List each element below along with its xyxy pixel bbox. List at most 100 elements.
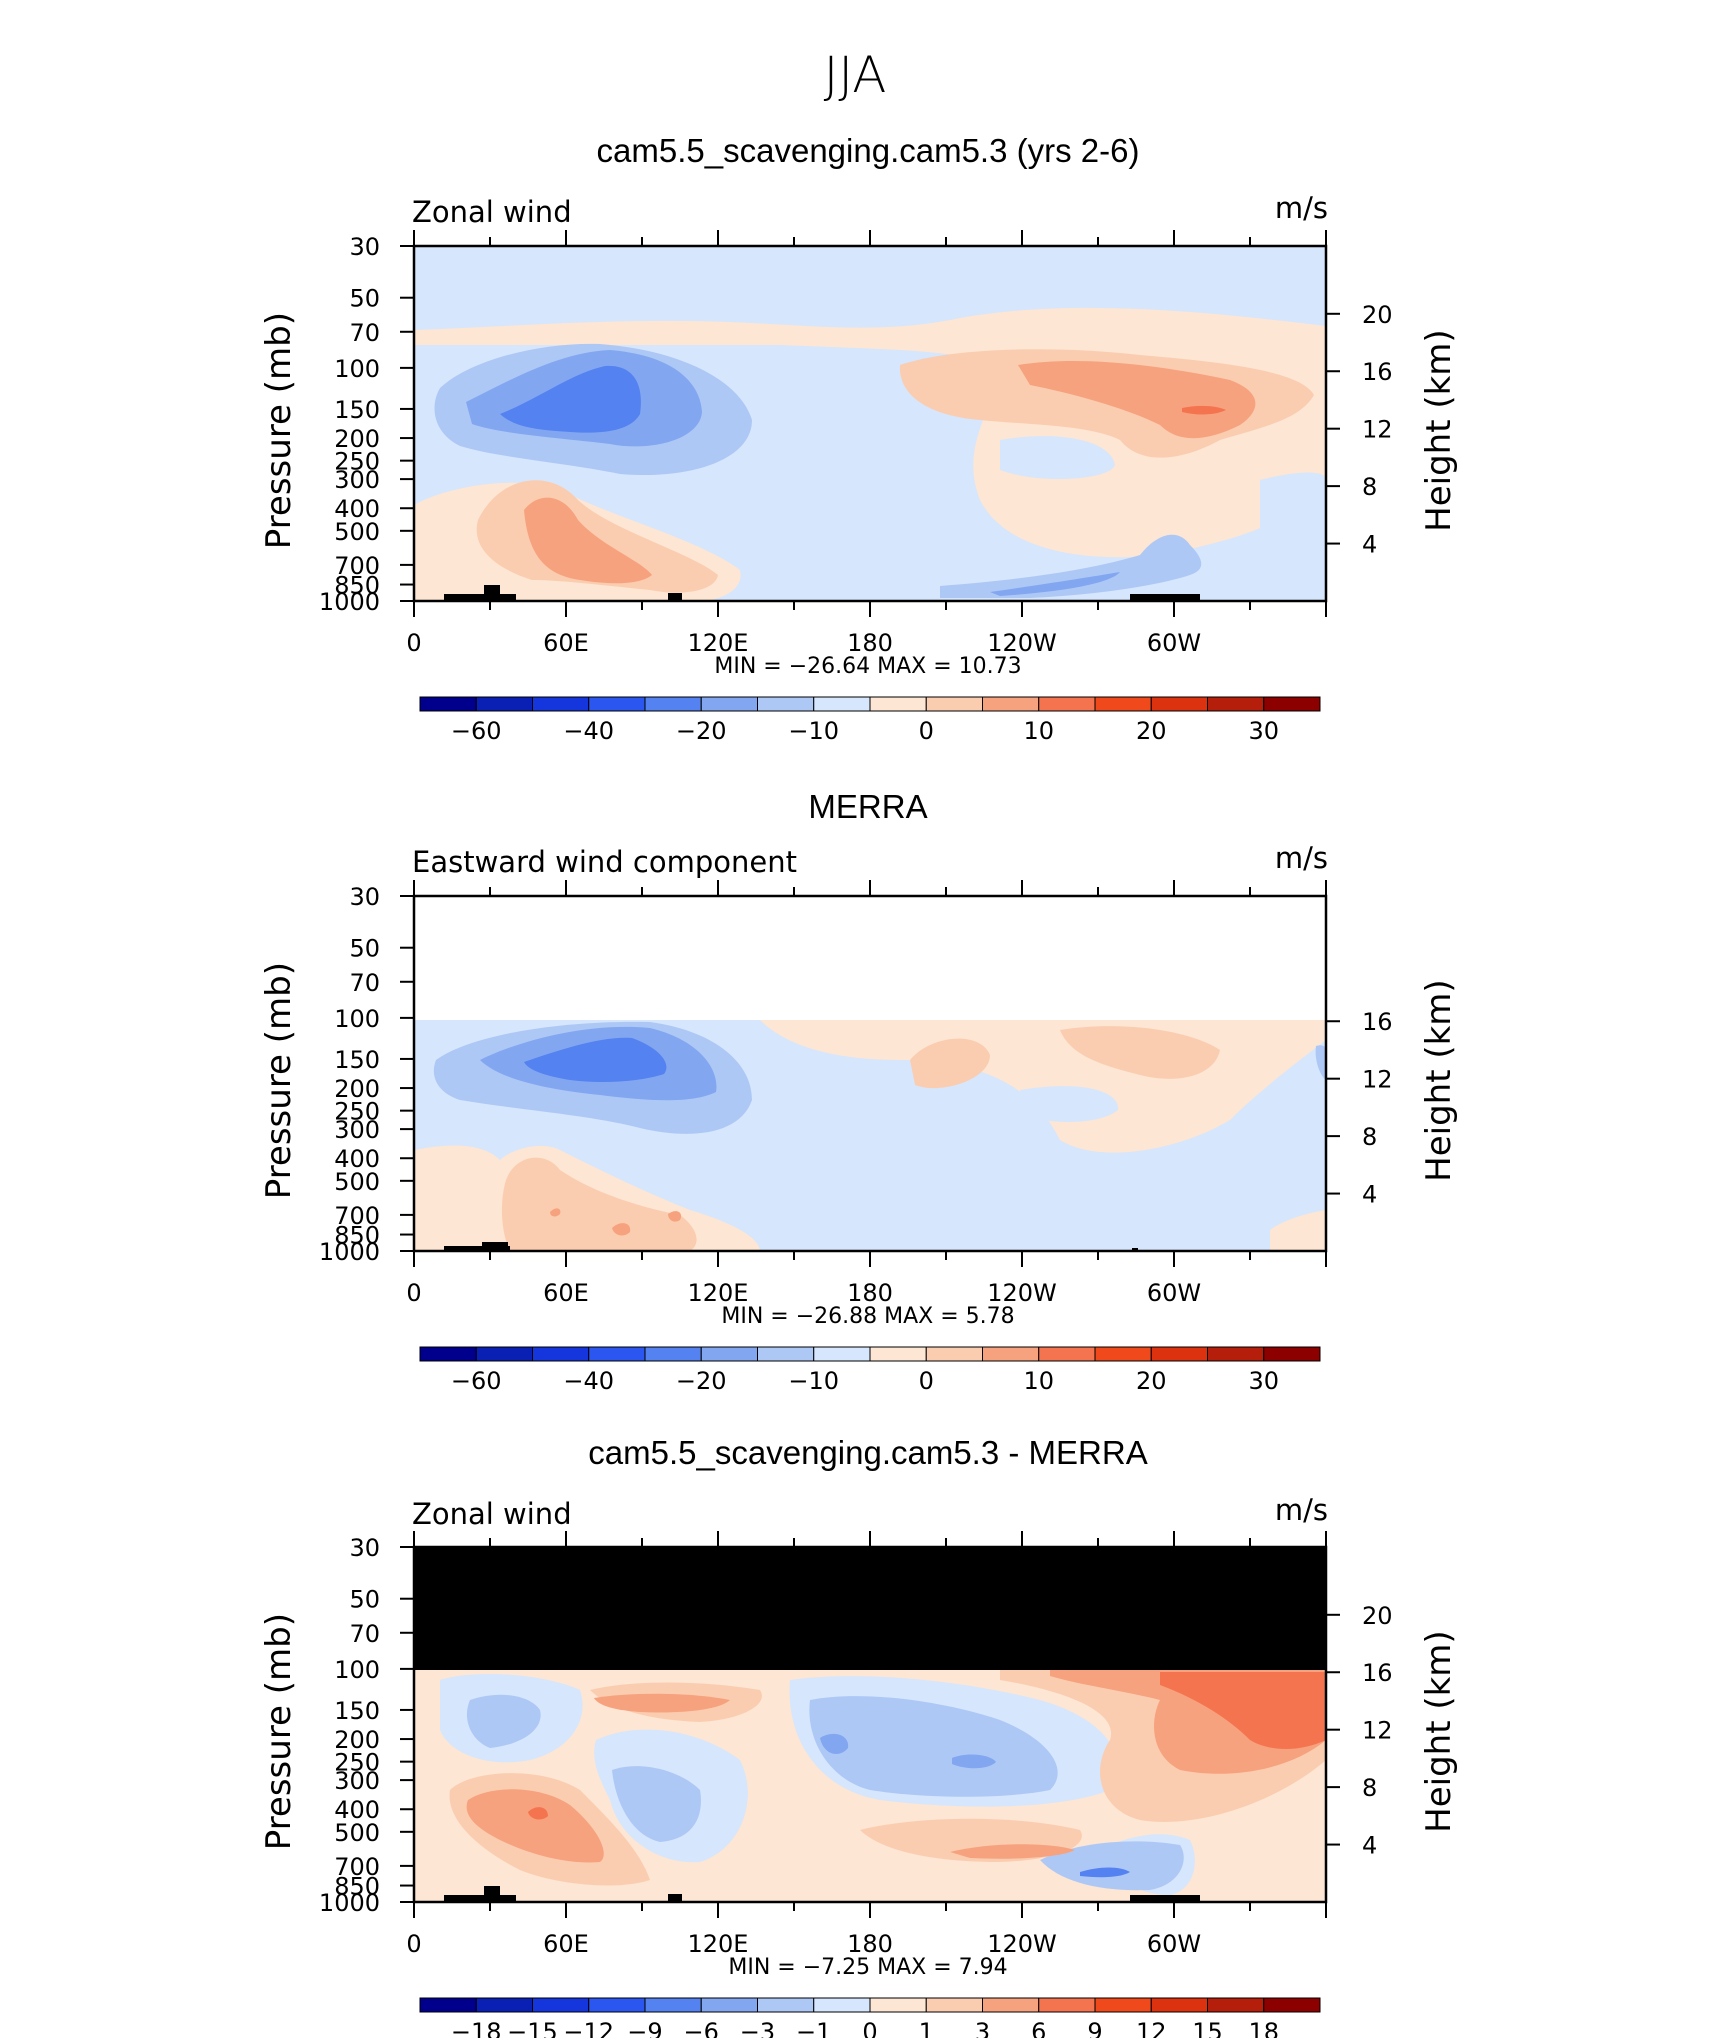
y2-axis-title: Height (km)	[1419, 329, 1459, 532]
y2-tick-label: 20	[1362, 301, 1393, 329]
colorbar-swatch	[475, 1997, 533, 2013]
y2-tick-label: 16	[1362, 358, 1393, 386]
colorbar-swatch	[1150, 1346, 1208, 1362]
contour-pos-10-lower	[524, 497, 652, 584]
y-tick-label: 400	[334, 495, 380, 523]
units-label: m/s	[1275, 841, 1328, 875]
y2-tick-label: 8	[1362, 473, 1377, 501]
colorbar-label: −10	[788, 717, 839, 745]
contour-pos-5-b	[1060, 1026, 1220, 1079]
x-tick-label: 120W	[987, 1930, 1057, 1958]
contour-blue-patch-upper	[1000, 436, 1115, 480]
y-tick-label: 1000	[319, 588, 380, 616]
colorbar-label: −20	[676, 1367, 727, 1395]
y2-axis-title: Height (km)	[1419, 979, 1459, 1182]
colorbar-label: 20	[1136, 717, 1167, 745]
y2-tick-label: 8	[1362, 1123, 1377, 1151]
colorbar-swatch	[925, 1346, 983, 1362]
x-tick-label: 180	[847, 629, 893, 657]
x-tick-label: 60W	[1147, 629, 1201, 657]
colorbar-swatch	[532, 1346, 590, 1362]
y-axis-title: Pressure (mb)	[259, 312, 299, 549]
colorbar-label: −15	[507, 2018, 558, 2038]
y-tick-label: 150	[334, 396, 380, 424]
variable-label: Zonal wind	[412, 195, 572, 229]
contour-pos-5-lower	[501, 1157, 697, 1251]
colorbar-swatch	[419, 1997, 477, 2013]
panel-difference: cam5.5_scavenging.cam5.3 - MERRA Zonal w…	[412, 1434, 1328, 1902]
colorbar-label: 15	[1192, 2018, 1223, 2038]
min-max-readout: MIN = −7.25 MAX = 7.94	[728, 1955, 1007, 1980]
colorbar-swatch	[1207, 1346, 1265, 1362]
y-tick-label: 100	[334, 1005, 380, 1033]
y-tick-label: 1000	[319, 1238, 380, 1266]
colorbar-swatch	[532, 696, 590, 712]
y-tick-label: 70	[349, 1620, 380, 1648]
y2-tick-label: 16	[1362, 1008, 1393, 1036]
contour-neg-3-a	[466, 1694, 541, 1748]
x-tick-label: 60W	[1147, 1279, 1201, 1307]
x-tick-label: 120W	[987, 1279, 1057, 1307]
missing-data-region	[414, 896, 1326, 1020]
contour-neg-3-b	[612, 1766, 701, 1842]
page-title: JJA	[824, 46, 887, 104]
colorbar-swatch	[1094, 1997, 1152, 2013]
x-tick-label: 120W	[987, 629, 1057, 657]
colorbar-swatch	[644, 1997, 702, 2013]
y-tick-label: 850	[334, 572, 380, 600]
colorbar-swatch	[757, 1346, 815, 1362]
y2-tick-label: 4	[1362, 1181, 1377, 1209]
colorbar-label: 3	[975, 2018, 990, 2038]
y-tick-label: 500	[334, 1168, 380, 1196]
colorbar-label: 10	[1023, 717, 1054, 745]
x-tick-label: 0	[406, 629, 421, 657]
colorbar-swatch	[1094, 696, 1152, 712]
contour-neg-6-c	[1080, 1867, 1130, 1878]
min-max-readout: MIN = −26.88 MAX = 5.78	[721, 1304, 1014, 1329]
colorbar-label: 30	[1248, 717, 1279, 745]
colorbar-swatch	[1263, 696, 1321, 712]
contour-pos-6-d	[950, 1844, 1075, 1859]
panel-title: cam5.5_scavenging.cam5.3 - MERRA	[588, 1434, 1147, 1471]
colorbar-swatch	[757, 1997, 815, 2013]
topography-block	[1130, 594, 1200, 601]
colorbar-label: 1	[919, 2018, 934, 2038]
colorbar-swatch	[1263, 1997, 1321, 2013]
colorbar-swatch	[588, 1997, 646, 2013]
y2-tick-label: 16	[1362, 1659, 1393, 1687]
colorbar-label: −40	[563, 717, 614, 745]
y-tick-label: 100	[334, 1656, 380, 1684]
colorbar-label: 0	[862, 2018, 877, 2038]
colorbar-swatch	[419, 696, 477, 712]
contour-neg-6-a	[820, 1733, 849, 1754]
colorbar-label: 6	[1031, 2018, 1046, 2038]
colorbar-swatch	[1094, 1346, 1152, 1362]
colorbar-label: −20	[676, 717, 727, 745]
contour-blue-patch	[1020, 1086, 1119, 1122]
y2-tick-label: 8	[1362, 1774, 1377, 1802]
contour-pos-15-upper	[1182, 405, 1226, 415]
y-tick-label: 70	[349, 319, 380, 347]
y2-axis-title: Height (km)	[1419, 1630, 1459, 1833]
y-tick-label: 200	[334, 425, 380, 453]
colorbar-label: −18	[451, 2018, 502, 2038]
topography-block	[482, 1242, 508, 1251]
topography-block	[668, 593, 682, 601]
y-tick-label: 200	[334, 1075, 380, 1103]
topography-block	[444, 1895, 516, 1902]
colorbar-label: 0	[919, 717, 934, 745]
y-tick-label: 50	[349, 1586, 380, 1614]
topography-block	[484, 1886, 500, 1902]
contour-neg-20	[524, 1037, 667, 1082]
axes-panel-2: 0 60E 120E 180 120W 60W3050701001502002503004…	[259, 880, 1459, 1395]
colorbar-swatch	[1150, 1997, 1208, 2013]
colorbar-label: 20	[1136, 1367, 1167, 1395]
colorbar-swatch	[419, 1346, 477, 1362]
colorbar-label: 18	[1248, 2018, 1279, 2038]
colorbar-label: 9	[1087, 2018, 1102, 2038]
topography-block	[444, 1246, 510, 1251]
y-axis-title: Pressure (mb)	[259, 962, 299, 1199]
panel-merra: MERRA Eastward wind component m/s	[412, 788, 1328, 1251]
colorbar-swatch	[757, 696, 815, 712]
